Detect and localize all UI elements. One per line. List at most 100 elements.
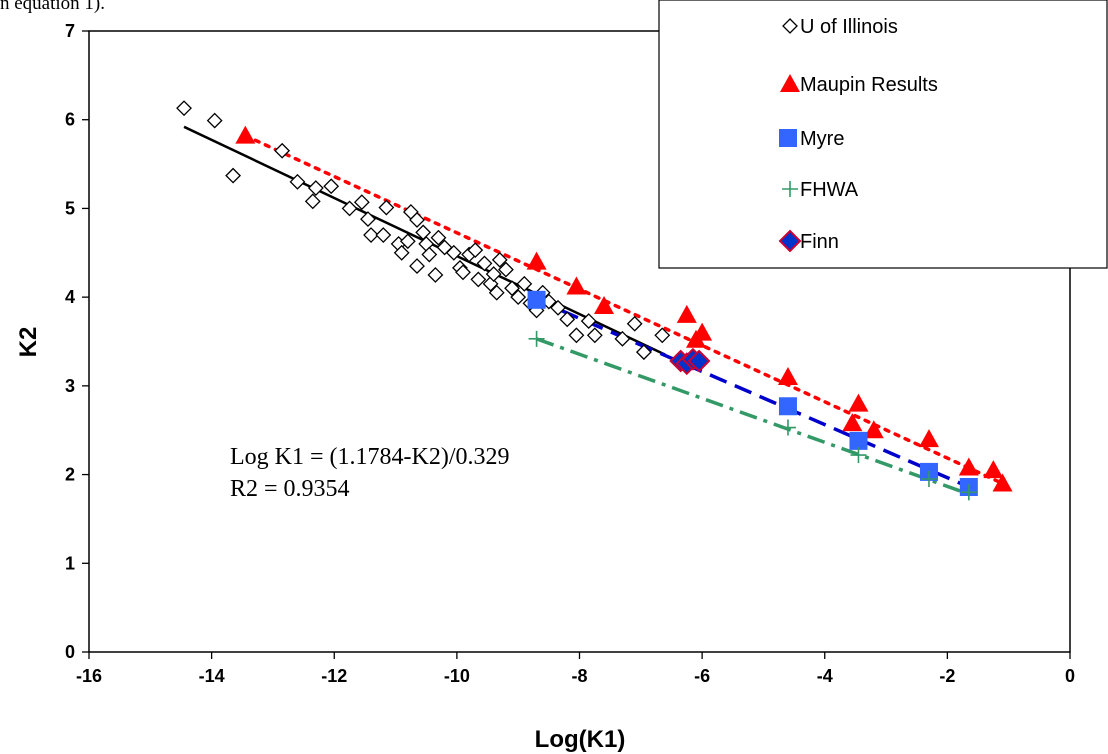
point-fhwa (528, 330, 545, 347)
point-u-of-illinois (399, 233, 416, 250)
point-u-of-illinois (225, 167, 242, 184)
legend-marker-maupin-results (780, 74, 800, 92)
y-tick-label: 4 (65, 287, 75, 307)
point-u-of-illinois (550, 299, 566, 316)
point-u-of-illinois (445, 244, 462, 261)
point-myre (849, 431, 868, 450)
point-fhwa (920, 471, 937, 488)
point-u-of-illinois (491, 251, 508, 268)
point-u-of-illinois (455, 264, 471, 281)
y-tick-label: 6 (65, 110, 75, 130)
point-finn (687, 349, 711, 373)
y-tick-label: 5 (65, 198, 75, 218)
x-tick-label: -8 (571, 666, 587, 686)
x-tick-label: -2 (939, 666, 955, 686)
point-maupin-results (526, 251, 547, 270)
point-u-of-illinois (427, 267, 444, 283)
x-tick-label: 0 (1065, 666, 1075, 686)
point-u-of-illinois (430, 229, 447, 246)
y-tick-label: 3 (65, 376, 75, 396)
legend-marker-myre (779, 129, 797, 147)
point-u-of-illinois (559, 311, 576, 328)
point-fhwa (850, 447, 867, 464)
point-u-of-illinois (626, 315, 643, 332)
equation-text: Log K1 = (1.1784-K2)/0.329 (230, 444, 510, 470)
caption-fragment: n equation 1). (0, 0, 106, 14)
point-maupin-results (777, 366, 798, 385)
point-u-of-illinois (510, 289, 527, 306)
y-tick-label: 1 (65, 553, 75, 573)
x-tick-label: -6 (694, 666, 710, 686)
x-axis: -16 -14 -12 -10 -8 -6 -4 -2 0 (76, 652, 1075, 686)
x-tick-label: -10 (444, 666, 470, 686)
point-u-of-illinois (378, 199, 395, 216)
legend-label: U of Illinois (800, 16, 898, 38)
trendline-fhwa (535, 337, 970, 496)
point-maupin-results (992, 473, 1013, 492)
point-myre (527, 290, 546, 309)
point-u-of-illinois (654, 327, 671, 344)
point-u-of-illinois (323, 178, 340, 195)
point-u-of-illinois (289, 173, 306, 190)
point-maupin-results (594, 296, 615, 315)
y-tick-label: 0 (65, 642, 75, 662)
point-maupin-results (842, 413, 863, 432)
point-maupin-results (863, 420, 884, 439)
point-maupin-results (983, 460, 1004, 479)
y-axis: 0 1 2 3 4 5 6 7 (65, 21, 89, 662)
point-fhwa (960, 484, 977, 501)
point-u-of-illinois (421, 246, 438, 263)
point-u-of-illinois (467, 242, 484, 259)
legend-label: Myre (800, 128, 844, 150)
x-axis-title: Log(K1) (535, 726, 626, 753)
point-u-of-illinois (353, 194, 370, 211)
point-u-of-illinois (176, 100, 192, 117)
point-u-of-illinois (635, 344, 652, 361)
y-tick-label: 7 (65, 21, 75, 41)
point-u-of-illinois (307, 180, 324, 196)
point-maupin-results (235, 125, 256, 144)
x-tick-label: -12 (321, 666, 347, 686)
point-u-of-illinois (504, 280, 520, 297)
point-u-of-illinois (516, 275, 533, 292)
x-tick-label: -16 (76, 666, 102, 686)
r-squared-text: R2 = 0.9354 (230, 476, 350, 502)
point-u-of-illinois (586, 327, 603, 344)
point-u-of-illinois (304, 193, 321, 210)
equation-annotation: Log K1 = (1.1784-K2)/0.329 R2 = 0.9354 (210, 430, 510, 564)
legend: U of Illinois Maupin Results Myre FHWA Finn (658, 0, 1108, 269)
point-u-of-illinois (393, 244, 410, 261)
y-tick-label: 2 (65, 465, 75, 485)
point-u-of-illinois (360, 211, 376, 227)
point-u-of-illinois (409, 258, 425, 275)
x-tick-label: -4 (817, 666, 833, 686)
point-u-of-illinois (485, 266, 502, 282)
x-tick-label: -14 (199, 666, 225, 686)
point-u-of-illinois (614, 330, 631, 347)
point-maupin-results (958, 457, 979, 476)
point-u-of-illinois (470, 271, 487, 288)
point-u-of-illinois (488, 284, 505, 301)
point-maupin-results (692, 322, 713, 341)
point-fhwa (779, 419, 796, 436)
trendline-myre (535, 298, 970, 489)
point-u-of-illinois (580, 313, 597, 330)
legend-label: Maupin Results (800, 74, 938, 96)
legend-marker-fhwa (782, 181, 798, 197)
y-axis-title: K2 (15, 327, 42, 358)
point-u-of-illinois (568, 327, 585, 344)
point-maupin-results (676, 304, 697, 323)
point-u-of-illinois (409, 212, 425, 228)
point-u-of-illinois (498, 261, 514, 278)
point-u-of-illinois (363, 227, 379, 243)
data-markers (176, 100, 1013, 501)
point-maupin-results (848, 393, 869, 412)
legend-label: FHWA (800, 179, 859, 201)
legend-label: Finn (800, 231, 839, 253)
point-u-of-illinois (206, 112, 223, 129)
point-u-of-illinois (476, 255, 493, 272)
point-maupin-results (566, 276, 587, 295)
legend-marker-finn (778, 229, 802, 253)
point-u-of-illinois (375, 227, 392, 243)
